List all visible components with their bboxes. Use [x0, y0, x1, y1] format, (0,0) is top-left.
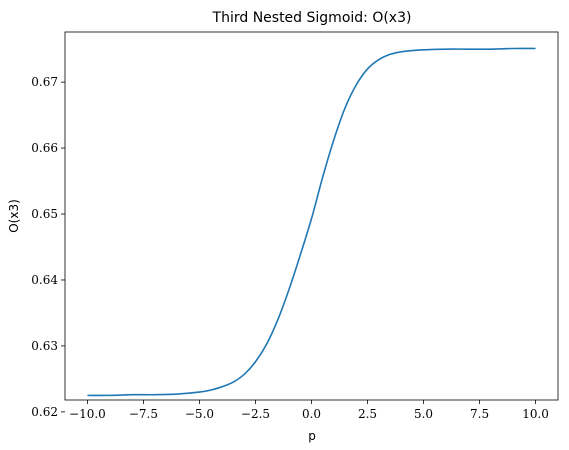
y-axis-ticks: 0.62 0.63 0.64 0.65 0.66 0.67 — [31, 75, 65, 419]
x-tick-label: −5.0 — [185, 407, 214, 421]
chart-title: Third Nested Sigmoid: O(x3) — [212, 10, 412, 26]
x-tick-label: 5.0 — [414, 407, 433, 421]
x-axis-ticks: −10.0 −7.5 −5.0 −2.5 0.0 2.5 5.0 7.5 10.0 — [69, 400, 549, 421]
x-axis-label: p — [308, 429, 316, 443]
y-tick-label: 0.65 — [31, 207, 58, 221]
y-tick-label: 0.66 — [31, 141, 58, 155]
x-tick-label: 2.5 — [358, 407, 377, 421]
y-tick-label: 0.67 — [31, 75, 58, 89]
x-tick-label: 0.0 — [302, 407, 321, 421]
x-tick-label: 10.0 — [522, 407, 549, 421]
x-tick-label: 7.5 — [470, 407, 489, 421]
y-tick-label: 0.63 — [31, 339, 58, 353]
y-tick-label: 0.62 — [31, 405, 58, 419]
y-axis-label: O(x3) — [7, 199, 21, 233]
x-tick-label: −2.5 — [241, 407, 270, 421]
y-tick-label: 0.64 — [31, 273, 58, 287]
series-line-o-x3 — [87, 47, 536, 397]
x-tick-label: −10.0 — [69, 407, 106, 421]
x-tick-label: −7.5 — [129, 407, 158, 421]
plot-frame — [64, 31, 559, 401]
